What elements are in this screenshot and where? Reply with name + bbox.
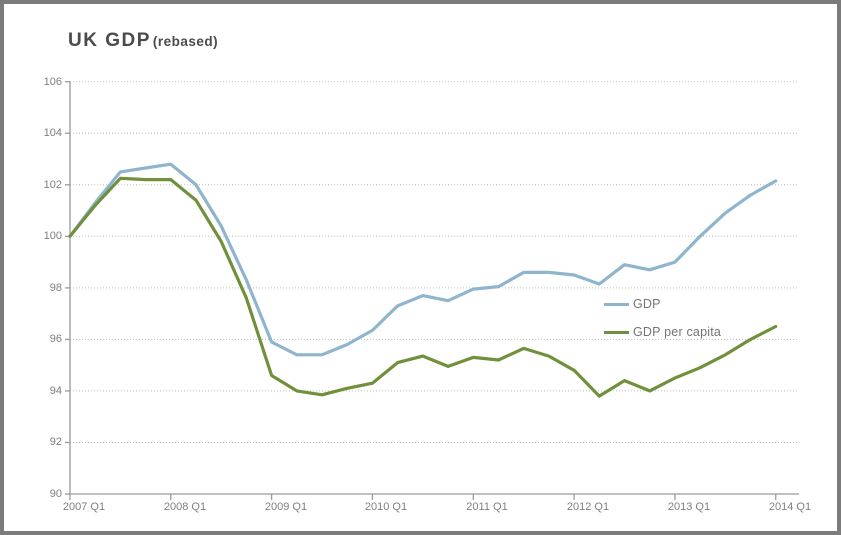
chart-title-suffix: (rebased) [152,34,219,49]
series-line-gdp-per-capita [68,176,778,398]
legend-label-gdp-per-capita: GDP per capita [633,325,722,339]
legend-item-gdp: GDP [604,290,721,318]
plot-area-svg [65,81,799,500]
chart-title: UK GDP (rebased) [68,30,218,52]
series-line-gdp [68,162,778,357]
gdp-per-capita-line-swatch [604,330,629,334]
legend-label-gdp: GDP [633,297,661,311]
gdp-line-swatch [604,302,629,306]
legend: GDP GDP per capita [604,290,721,346]
legend-item-gdp-per-capita: GDP per capita [604,318,721,346]
chart-title-main: UK GDP [68,30,151,51]
